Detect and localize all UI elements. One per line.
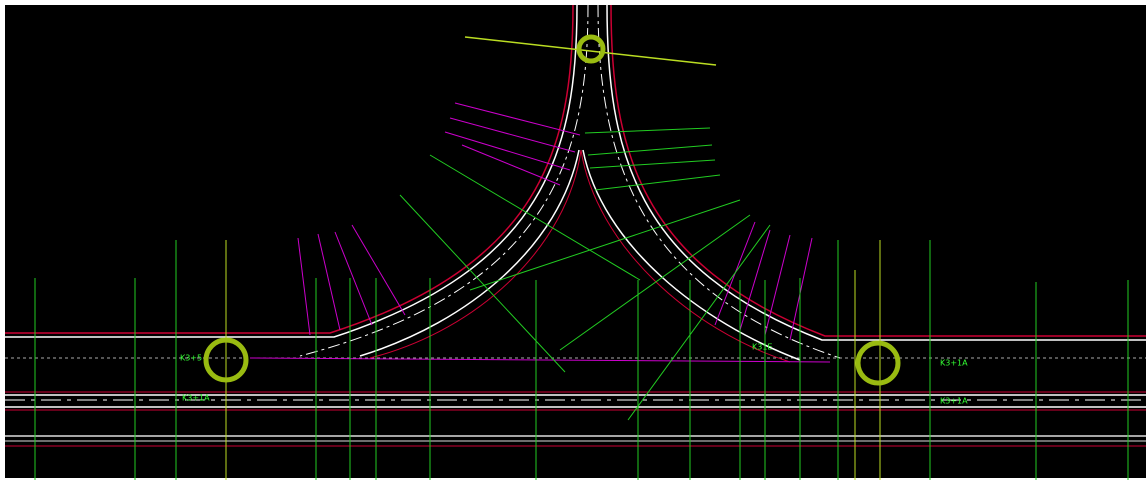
section-line	[461, 144, 561, 186]
section-line	[469, 199, 741, 291]
marker-circle	[576, 34, 606, 64]
section-line	[627, 224, 771, 421]
ramp-boundary	[610, 4, 1146, 337]
section-line	[444, 131, 571, 171]
section-line	[351, 224, 406, 316]
section-line	[739, 229, 771, 331]
section-line	[584, 127, 711, 134]
section-line	[449, 117, 576, 153]
markers	[203, 34, 901, 386]
section-line	[454, 102, 581, 136]
marker-circle	[203, 337, 249, 383]
section-line	[317, 233, 341, 331]
ramp-boundary	[5, 4, 574, 334]
ramp-boundary	[369, 149, 582, 359]
marker-circle	[855, 340, 901, 386]
section-line	[594, 174, 721, 191]
section-line	[429, 154, 641, 281]
station-label: K3+5	[180, 354, 202, 363]
section-line	[789, 237, 813, 341]
green-sections	[399, 36, 771, 421]
section-line	[764, 234, 791, 336]
station-label: K3+1A	[940, 397, 968, 406]
section-line	[589, 159, 716, 169]
road-geometry	[5, 4, 1146, 447]
ramp-centerline	[597, 4, 841, 359]
station-label: K31E	[752, 343, 772, 352]
section-line	[399, 194, 566, 373]
station-label: K3+1A	[182, 394, 210, 403]
ramp-nose	[249, 357, 831, 363]
section-line	[297, 237, 311, 336]
section-line	[464, 36, 717, 66]
station-label: K3+1A	[940, 359, 968, 368]
ramp-edge	[606, 4, 1146, 341]
ramp-inner-edge	[359, 149, 580, 357]
ramp-boundary	[580, 149, 791, 363]
ramp-centerline	[299, 4, 589, 357]
vertical-sections	[34, 240, 1129, 480]
section-line	[334, 231, 373, 326]
section-line	[587, 144, 713, 156]
section-line	[559, 214, 751, 351]
ramp-inner-edge	[582, 149, 801, 361]
ramp-edge	[5, 4, 578, 338]
